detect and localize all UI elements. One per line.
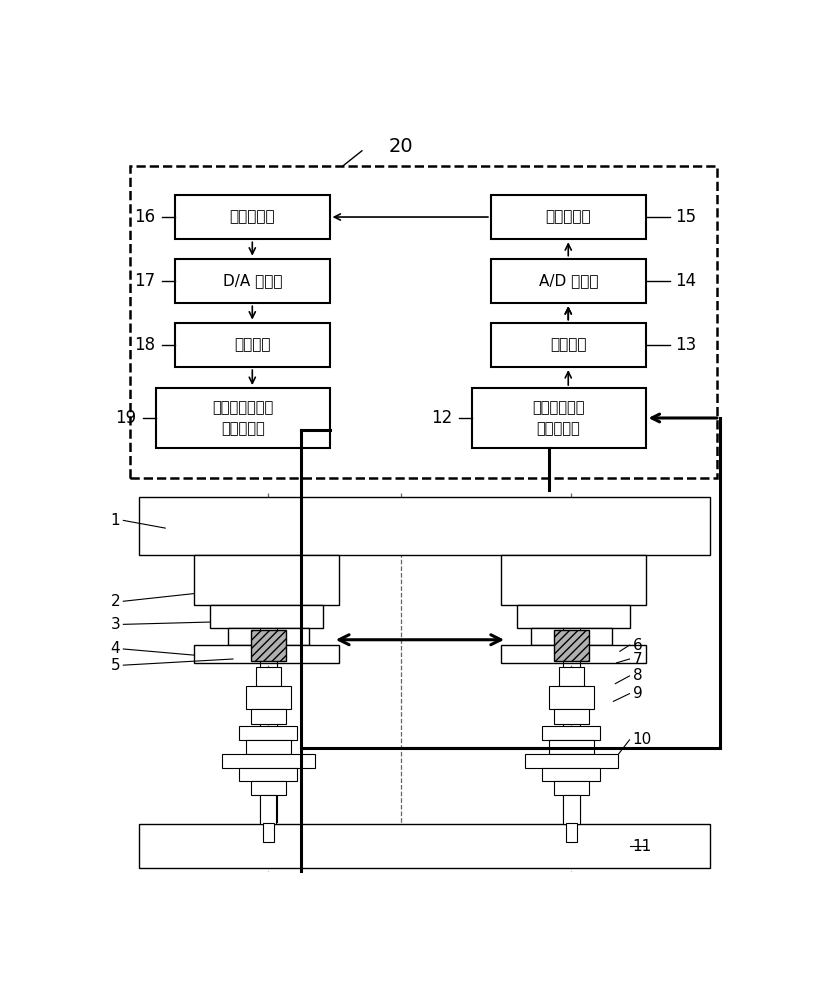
Bar — [221, 754, 315, 768]
Text: 3: 3 — [111, 617, 120, 632]
Bar — [210, 605, 324, 628]
Bar — [549, 740, 594, 754]
Text: 主动控制器: 主动控制器 — [230, 210, 275, 225]
Bar — [256, 667, 280, 686]
Bar — [525, 754, 618, 768]
Text: 15: 15 — [675, 208, 696, 226]
Text: 采集模块: 采集模块 — [550, 337, 587, 352]
Text: 9: 9 — [633, 686, 642, 701]
Text: 17: 17 — [135, 272, 156, 290]
Text: 4: 4 — [111, 641, 120, 656]
Bar — [250, 630, 286, 661]
Text: 16: 16 — [135, 208, 156, 226]
Bar — [559, 667, 584, 686]
Bar — [156, 388, 329, 448]
Bar — [501, 645, 646, 663]
Text: 1: 1 — [111, 513, 120, 528]
Bar — [175, 323, 329, 367]
Bar — [246, 740, 291, 754]
Text: 7: 7 — [633, 652, 642, 666]
Text: 19: 19 — [115, 409, 136, 427]
Bar — [195, 555, 339, 605]
Bar — [263, 823, 275, 842]
Bar — [554, 709, 589, 724]
Text: 14: 14 — [675, 272, 696, 290]
Bar — [246, 686, 291, 709]
Bar — [175, 195, 329, 239]
Text: 18: 18 — [135, 336, 156, 354]
Text: A/D 转换器: A/D 转换器 — [538, 273, 598, 288]
Bar — [531, 628, 612, 645]
Bar — [250, 709, 286, 724]
Text: 2: 2 — [111, 594, 120, 609]
Bar — [517, 605, 630, 628]
Bar — [240, 768, 298, 781]
Text: 20: 20 — [389, 137, 413, 156]
Bar — [542, 768, 601, 781]
Text: 8: 8 — [633, 668, 642, 683]
Bar — [491, 323, 646, 367]
Text: 12: 12 — [431, 409, 453, 427]
Bar — [250, 781, 286, 795]
Bar — [542, 726, 601, 740]
Bar — [260, 795, 276, 824]
Text: 输出模块: 输出模块 — [234, 337, 270, 352]
Bar — [228, 628, 309, 645]
Bar — [140, 497, 711, 555]
Text: 5: 5 — [111, 658, 120, 673]
Text: 动态力传感器
电荷放大器: 动态力传感器 电荷放大器 — [532, 400, 585, 436]
Text: 10: 10 — [633, 732, 652, 747]
Bar — [566, 823, 577, 842]
Bar — [563, 795, 580, 824]
Bar — [195, 645, 339, 663]
Bar — [491, 195, 646, 239]
Bar — [549, 686, 594, 709]
Text: 11: 11 — [633, 839, 652, 854]
Bar — [140, 824, 711, 868]
Bar — [491, 259, 646, 303]
Text: 6: 6 — [633, 638, 642, 653]
Text: 智能材料作动器
功率放大器: 智能材料作动器 功率放大器 — [212, 400, 273, 436]
Bar — [175, 259, 329, 303]
Bar — [554, 630, 589, 661]
Bar — [501, 555, 646, 605]
Text: D/A 转换器: D/A 转换器 — [222, 273, 282, 288]
Bar — [554, 781, 589, 795]
Bar — [130, 166, 716, 478]
Bar — [240, 726, 298, 740]
Text: 13: 13 — [675, 336, 696, 354]
Bar — [472, 388, 646, 448]
Text: 低通滤波器: 低通滤波器 — [546, 210, 591, 225]
